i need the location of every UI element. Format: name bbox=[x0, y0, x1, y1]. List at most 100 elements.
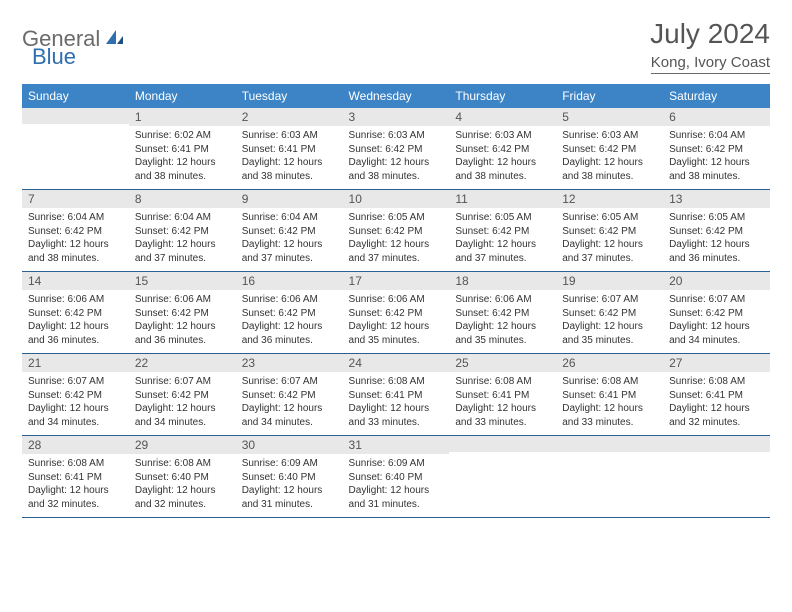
calendar-cell bbox=[663, 436, 770, 518]
day-number: 31 bbox=[343, 436, 450, 454]
daylight-text: Daylight: 12 hours and 37 minutes. bbox=[349, 238, 444, 265]
daylight-text: Daylight: 12 hours and 38 minutes. bbox=[562, 156, 657, 183]
day-content: Sunrise: 6:03 AMSunset: 6:42 PMDaylight:… bbox=[343, 126, 450, 189]
sunset-text: Sunset: 6:41 PM bbox=[242, 143, 337, 157]
day-number: 16 bbox=[236, 272, 343, 290]
sunrise-text: Sunrise: 6:09 AM bbox=[349, 457, 444, 471]
day-number: 1 bbox=[129, 108, 236, 126]
sunrise-text: Sunrise: 6:06 AM bbox=[349, 293, 444, 307]
sunset-text: Sunset: 6:42 PM bbox=[669, 307, 764, 321]
sunset-text: Sunset: 6:42 PM bbox=[455, 143, 550, 157]
calendar-cell: 21Sunrise: 6:07 AMSunset: 6:42 PMDayligh… bbox=[22, 354, 129, 436]
day-content: Sunrise: 6:06 AMSunset: 6:42 PMDaylight:… bbox=[449, 290, 556, 353]
sunrise-text: Sunrise: 6:05 AM bbox=[455, 211, 550, 225]
calendar-cell: 22Sunrise: 6:07 AMSunset: 6:42 PMDayligh… bbox=[129, 354, 236, 436]
sunset-text: Sunset: 6:42 PM bbox=[349, 225, 444, 239]
daylight-text: Daylight: 12 hours and 32 minutes. bbox=[28, 484, 123, 511]
calendar-cell: 19Sunrise: 6:07 AMSunset: 6:42 PMDayligh… bbox=[556, 272, 663, 354]
day-number: 27 bbox=[663, 354, 770, 372]
day-number: 2 bbox=[236, 108, 343, 126]
day-number: 19 bbox=[556, 272, 663, 290]
sunset-text: Sunset: 6:40 PM bbox=[135, 471, 230, 485]
sunset-text: Sunset: 6:42 PM bbox=[242, 225, 337, 239]
day-content: Sunrise: 6:09 AMSunset: 6:40 PMDaylight:… bbox=[236, 454, 343, 517]
daylight-text: Daylight: 12 hours and 34 minutes. bbox=[28, 402, 123, 429]
calendar-cell bbox=[449, 436, 556, 518]
sunrise-text: Sunrise: 6:06 AM bbox=[28, 293, 123, 307]
sunrise-text: Sunrise: 6:04 AM bbox=[242, 211, 337, 225]
sunrise-text: Sunrise: 6:05 AM bbox=[562, 211, 657, 225]
sunset-text: Sunset: 6:42 PM bbox=[135, 225, 230, 239]
daylight-text: Daylight: 12 hours and 38 minutes. bbox=[669, 156, 764, 183]
calendar-cell: 20Sunrise: 6:07 AMSunset: 6:42 PMDayligh… bbox=[663, 272, 770, 354]
daylight-text: Daylight: 12 hours and 31 minutes. bbox=[242, 484, 337, 511]
daylight-text: Daylight: 12 hours and 32 minutes. bbox=[669, 402, 764, 429]
calendar-header: Sunday Monday Tuesday Wednesday Thursday… bbox=[22, 84, 770, 108]
calendar-cell: 12Sunrise: 6:05 AMSunset: 6:42 PMDayligh… bbox=[556, 190, 663, 272]
daylight-text: Daylight: 12 hours and 35 minutes. bbox=[455, 320, 550, 347]
day-number: 11 bbox=[449, 190, 556, 208]
sunset-text: Sunset: 6:42 PM bbox=[669, 225, 764, 239]
daylight-text: Daylight: 12 hours and 38 minutes. bbox=[28, 238, 123, 265]
daylight-text: Daylight: 12 hours and 36 minutes. bbox=[28, 320, 123, 347]
sunrise-text: Sunrise: 6:08 AM bbox=[562, 375, 657, 389]
daylight-text: Daylight: 12 hours and 38 minutes. bbox=[455, 156, 550, 183]
daylight-text: Daylight: 12 hours and 32 minutes. bbox=[135, 484, 230, 511]
day-number: 3 bbox=[343, 108, 450, 126]
sunrise-text: Sunrise: 6:08 AM bbox=[455, 375, 550, 389]
day-number: 29 bbox=[129, 436, 236, 454]
day-content: Sunrise: 6:08 AMSunset: 6:41 PMDaylight:… bbox=[449, 372, 556, 435]
sunrise-text: Sunrise: 6:03 AM bbox=[455, 129, 550, 143]
sunset-text: Sunset: 6:42 PM bbox=[242, 307, 337, 321]
daylight-text: Daylight: 12 hours and 34 minutes. bbox=[242, 402, 337, 429]
day-content: Sunrise: 6:07 AMSunset: 6:42 PMDaylight:… bbox=[22, 372, 129, 435]
day-number: 6 bbox=[663, 108, 770, 126]
calendar-cell: 18Sunrise: 6:06 AMSunset: 6:42 PMDayligh… bbox=[449, 272, 556, 354]
daylight-text: Daylight: 12 hours and 35 minutes. bbox=[349, 320, 444, 347]
daylight-text: Daylight: 12 hours and 31 minutes. bbox=[349, 484, 444, 511]
calendar-cell: 13Sunrise: 6:05 AMSunset: 6:42 PMDayligh… bbox=[663, 190, 770, 272]
sunset-text: Sunset: 6:42 PM bbox=[455, 225, 550, 239]
location-label: Kong, Ivory Coast bbox=[651, 54, 770, 74]
sunset-text: Sunset: 6:41 PM bbox=[455, 389, 550, 403]
calendar-cell: 25Sunrise: 6:08 AMSunset: 6:41 PMDayligh… bbox=[449, 354, 556, 436]
calendar-row: 21Sunrise: 6:07 AMSunset: 6:42 PMDayligh… bbox=[22, 354, 770, 436]
day-content: Sunrise: 6:06 AMSunset: 6:42 PMDaylight:… bbox=[343, 290, 450, 353]
day-number: 8 bbox=[129, 190, 236, 208]
day-number bbox=[22, 108, 129, 124]
day-content: Sunrise: 6:03 AMSunset: 6:42 PMDaylight:… bbox=[449, 126, 556, 189]
daylight-text: Daylight: 12 hours and 34 minutes. bbox=[669, 320, 764, 347]
sunset-text: Sunset: 6:42 PM bbox=[135, 307, 230, 321]
sunset-text: Sunset: 6:42 PM bbox=[562, 143, 657, 157]
daylight-text: Daylight: 12 hours and 34 minutes. bbox=[135, 402, 230, 429]
calendar-cell: 6Sunrise: 6:04 AMSunset: 6:42 PMDaylight… bbox=[663, 108, 770, 190]
day-content: Sunrise: 6:07 AMSunset: 6:42 PMDaylight:… bbox=[663, 290, 770, 353]
sunrise-text: Sunrise: 6:04 AM bbox=[28, 211, 123, 225]
daylight-text: Daylight: 12 hours and 33 minutes. bbox=[562, 402, 657, 429]
day-content: Sunrise: 6:06 AMSunset: 6:42 PMDaylight:… bbox=[129, 290, 236, 353]
day-number: 12 bbox=[556, 190, 663, 208]
calendar-cell: 5Sunrise: 6:03 AMSunset: 6:42 PMDaylight… bbox=[556, 108, 663, 190]
calendar-cell: 17Sunrise: 6:06 AMSunset: 6:42 PMDayligh… bbox=[343, 272, 450, 354]
day-content: Sunrise: 6:08 AMSunset: 6:41 PMDaylight:… bbox=[343, 372, 450, 435]
brand-second-wrap: Blue bbox=[32, 44, 76, 70]
daylight-text: Daylight: 12 hours and 38 minutes. bbox=[135, 156, 230, 183]
sunset-text: Sunset: 6:42 PM bbox=[562, 307, 657, 321]
sunrise-text: Sunrise: 6:03 AM bbox=[562, 129, 657, 143]
sunset-text: Sunset: 6:41 PM bbox=[669, 389, 764, 403]
sunrise-text: Sunrise: 6:09 AM bbox=[242, 457, 337, 471]
sunset-text: Sunset: 6:41 PM bbox=[562, 389, 657, 403]
calendar-row: 7Sunrise: 6:04 AMSunset: 6:42 PMDaylight… bbox=[22, 190, 770, 272]
sunrise-text: Sunrise: 6:03 AM bbox=[242, 129, 337, 143]
calendar-cell: 7Sunrise: 6:04 AMSunset: 6:42 PMDaylight… bbox=[22, 190, 129, 272]
day-number bbox=[556, 436, 663, 452]
day-number: 14 bbox=[22, 272, 129, 290]
daylight-text: Daylight: 12 hours and 36 minutes. bbox=[669, 238, 764, 265]
sunrise-text: Sunrise: 6:04 AM bbox=[135, 211, 230, 225]
day-number bbox=[663, 436, 770, 452]
calendar-cell: 29Sunrise: 6:08 AMSunset: 6:40 PMDayligh… bbox=[129, 436, 236, 518]
calendar-body: 1Sunrise: 6:02 AMSunset: 6:41 PMDaylight… bbox=[22, 108, 770, 518]
weekday-header: Friday bbox=[556, 84, 663, 108]
calendar-cell: 28Sunrise: 6:08 AMSunset: 6:41 PMDayligh… bbox=[22, 436, 129, 518]
weekday-header: Thursday bbox=[449, 84, 556, 108]
